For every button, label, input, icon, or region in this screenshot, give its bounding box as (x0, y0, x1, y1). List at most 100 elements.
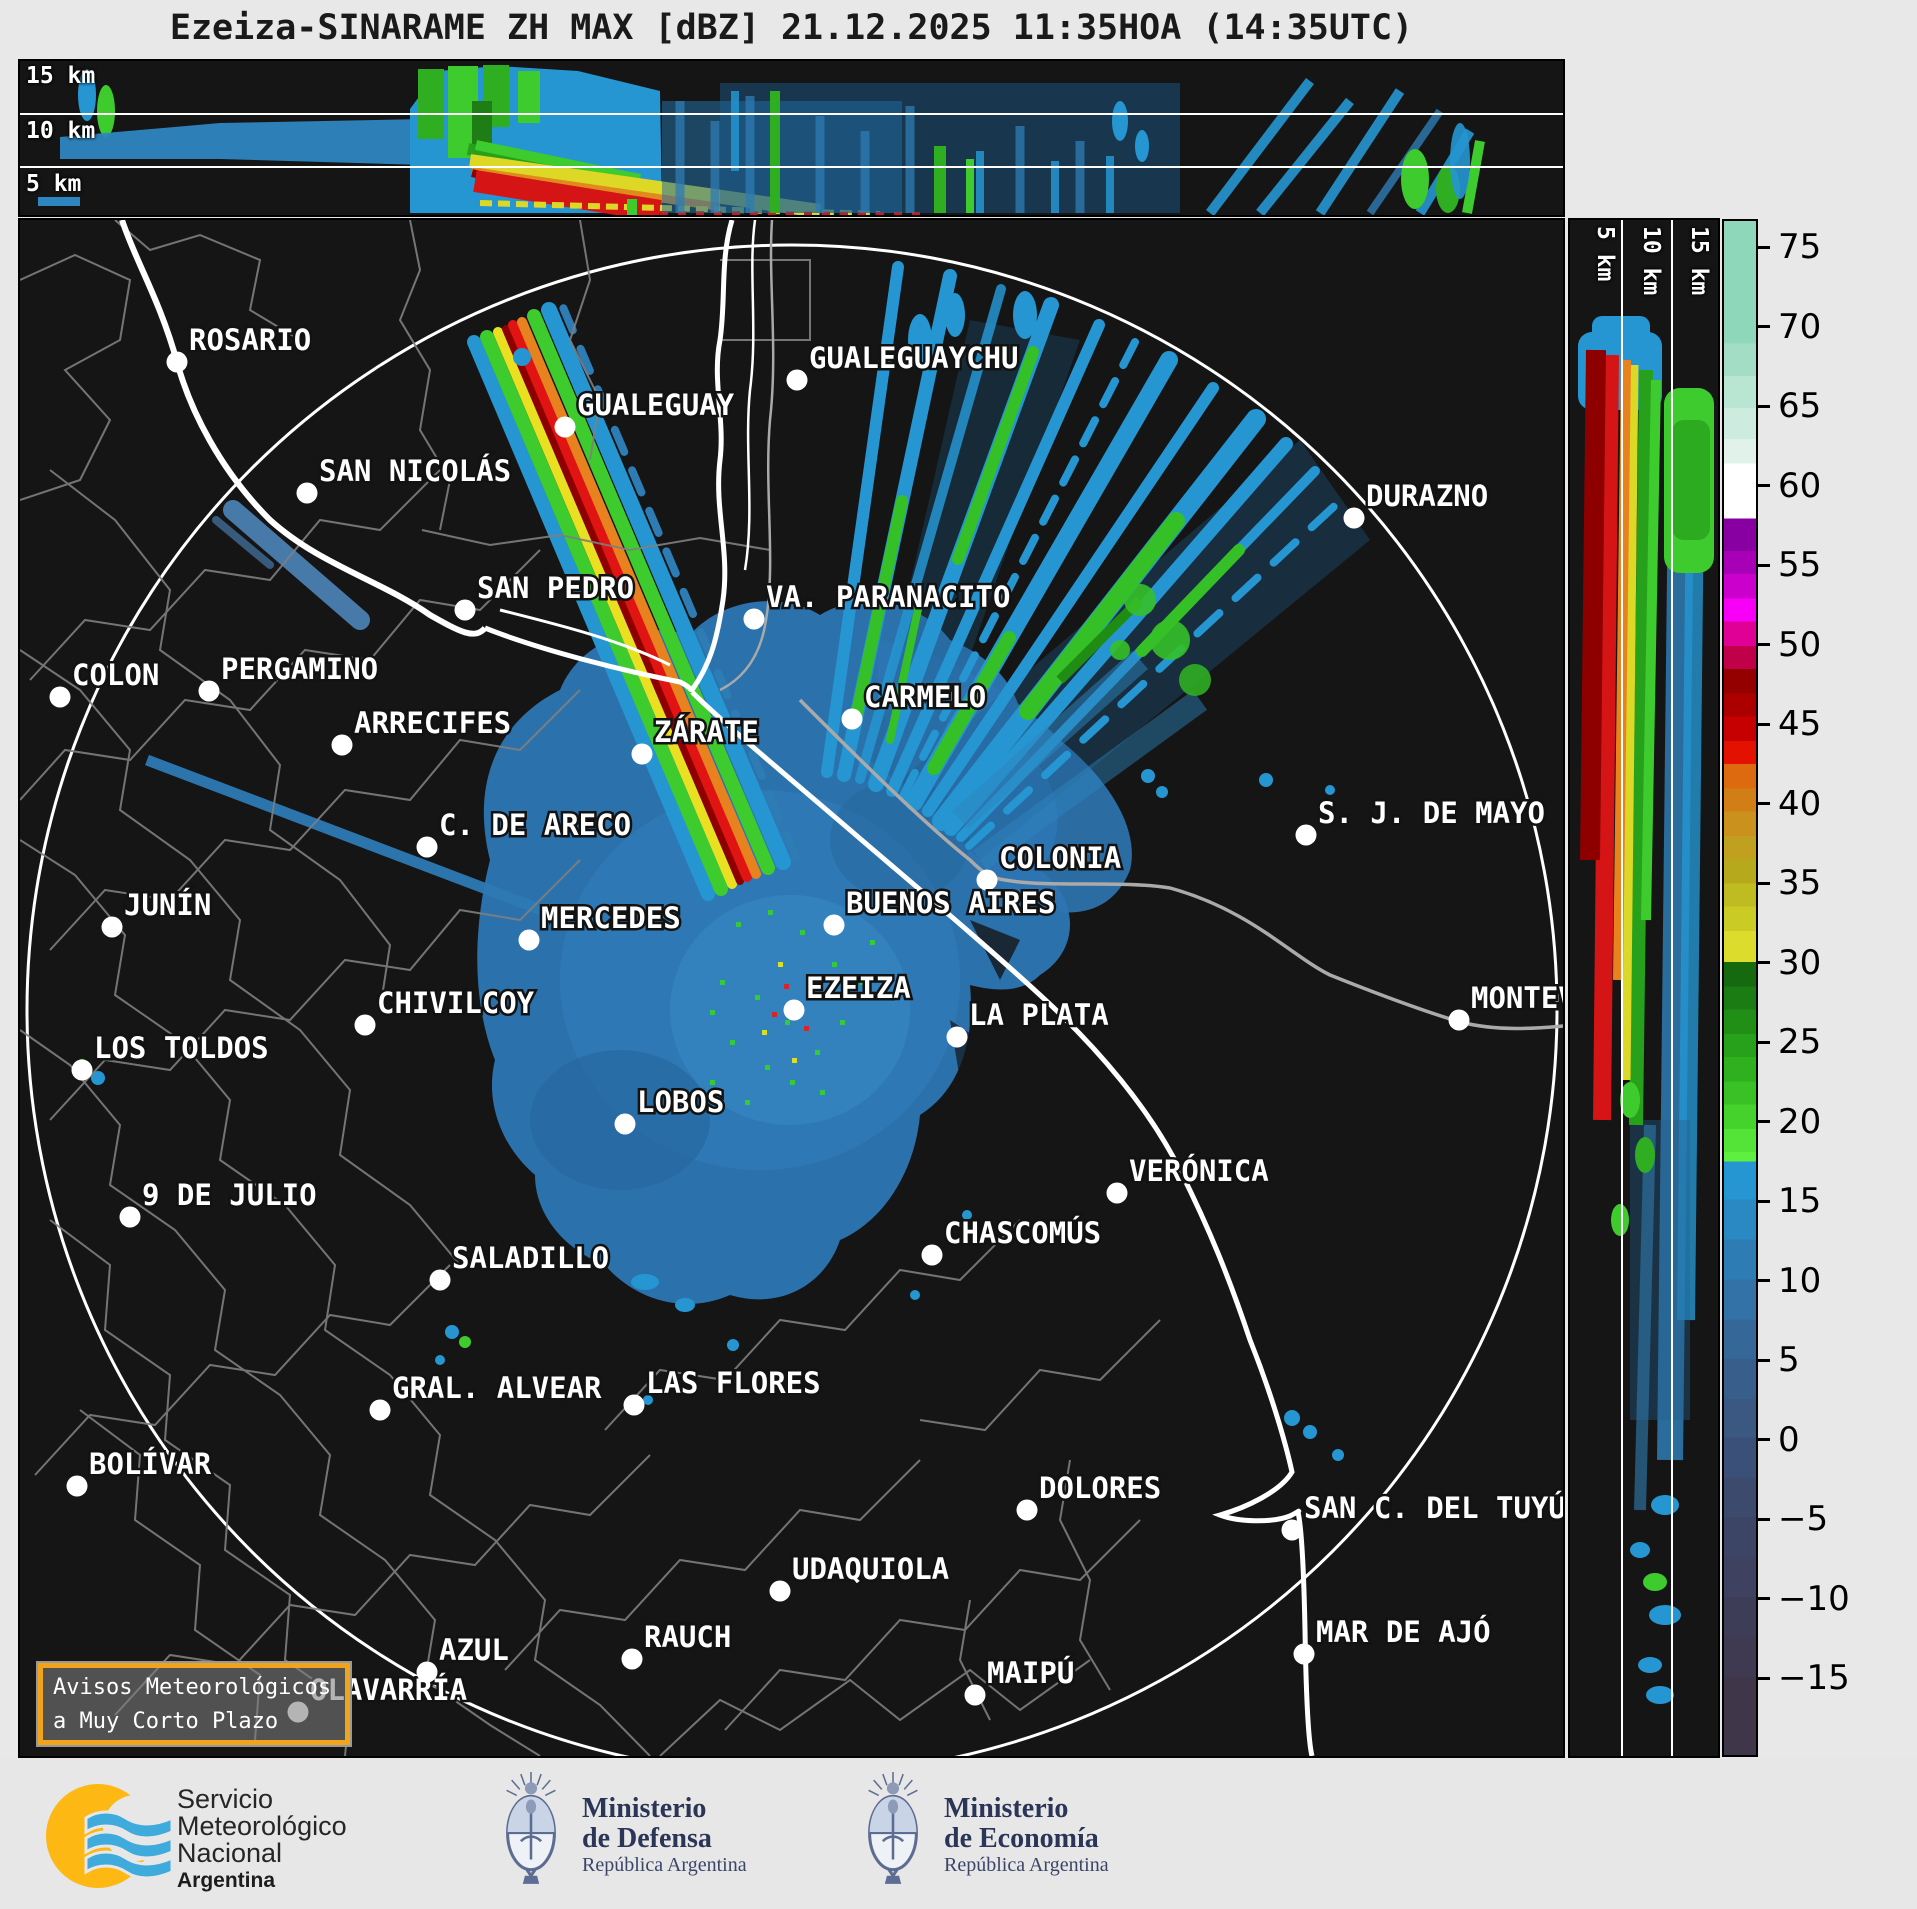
right-cross-section-graphic (1578, 220, 1714, 1756)
colorbar-tick-75: 75 (1758, 227, 1821, 267)
city-label: DOLORES (1039, 1471, 1161, 1505)
tick-label: 20 (1778, 1101, 1822, 1142)
tick-label: 25 (1778, 1022, 1822, 1063)
smn-logo (46, 1784, 174, 1888)
colorbar-tick-30: 30 (1758, 943, 1821, 983)
city-dot (631, 743, 653, 765)
city-dot (369, 1399, 391, 1421)
city-label: MONTEVIDEO (1471, 981, 1563, 1015)
city-label: BUENOS AIRES (846, 886, 1056, 920)
tick-label: 5 (1778, 1340, 1800, 1381)
city-label: CARMELO (864, 680, 986, 714)
radar-range-circle (25, 243, 1559, 1756)
tick-label: 60 (1778, 465, 1822, 506)
economia-subtitle: República Argentina (944, 1854, 1109, 1876)
colorbar-tick-−15: −15 (1758, 1658, 1850, 1698)
tick-label: 45 (1778, 704, 1822, 745)
right-panel-5km-label: 5 km (1592, 226, 1618, 282)
department-boundaries (20, 220, 1161, 1756)
defensa-wordmark: Ministerio de Defensa República Argentin… (582, 1794, 747, 1877)
colorbar-tick-−5: −5 (1758, 1499, 1828, 1539)
tick-mark (1758, 1199, 1770, 1203)
city-dot (946, 1026, 968, 1048)
tick-label: 15 (1778, 1181, 1822, 1222)
city-label: SALADILLO (452, 1241, 609, 1275)
top-cross-section-graphic (20, 65, 1563, 215)
city-layer: ROSARIO GUALEGUAYCHU GUALEGUAY SAN NICOLÁS D… (49, 321, 1563, 1723)
city-label: PERGAMINO (221, 652, 378, 686)
city-label: VA. PARANACITO (766, 580, 1010, 614)
tick-mark (1758, 722, 1770, 726)
city-dot (119, 1206, 141, 1228)
colorbar-tick-55: 55 (1758, 545, 1821, 585)
city-label: C. DE ARECO (439, 808, 631, 842)
alert-box: Avisos Meteorológicos a Muy Corto Plazo (36, 1661, 352, 1747)
defensa-line2: de Defensa (582, 1823, 712, 1854)
scattered-cells (91, 348, 1344, 1461)
tick-mark (1758, 961, 1770, 965)
city-label: BOLÍVAR (89, 1447, 212, 1481)
city-dot (1281, 1519, 1303, 1541)
right-panel-echoes (1578, 316, 1714, 1704)
city-label: MAR DE AJÓ (1316, 1615, 1491, 1649)
city-dot (416, 836, 438, 858)
tick-mark (1758, 802, 1770, 806)
city-dot (198, 680, 220, 702)
city-label: 9 DE JULIO (142, 1178, 317, 1212)
west-echo-ray (145, 754, 570, 926)
footer: Servicio Meteorológico Nacional Argentin… (0, 1758, 1917, 1909)
city-label: JUNÍN (124, 888, 211, 922)
tick-mark (1758, 881, 1770, 885)
city-dot (976, 869, 998, 891)
city-dot (166, 351, 188, 373)
tick-mark (1758, 1358, 1770, 1362)
city-dot (554, 416, 576, 438)
colorbar-tick-60: 60 (1758, 466, 1821, 506)
city-dot (783, 999, 805, 1021)
city-dot (1448, 1009, 1470, 1031)
city-dot (101, 916, 123, 938)
city-dot (296, 482, 318, 504)
tick-mark (1758, 1040, 1770, 1044)
page-title: Ezeiza-SINARAME ZH MAX [dBZ] 21.12.2025 … (169, 8, 1414, 48)
defensa-line1: Ministerio (582, 1793, 707, 1824)
dbz-colorbar (1722, 219, 1758, 1757)
top-panel-15km-label: 15 km (26, 63, 96, 89)
tick-label: 50 (1778, 624, 1822, 665)
tick-label: 30 (1778, 942, 1822, 983)
city-label: CHIVILCOY (377, 986, 535, 1020)
smn-line1: Servicio (177, 1784, 274, 1814)
defensa-coat-of-arms (505, 1770, 557, 1886)
tick-mark (1758, 1438, 1770, 1442)
colorbar-tick-40: 40 (1758, 784, 1821, 824)
city-dot (331, 734, 353, 756)
city-dot (1016, 1499, 1038, 1521)
city-dot (921, 1244, 943, 1266)
city-label: EZEIZA (806, 971, 911, 1005)
city-dot (416, 1661, 438, 1683)
city-label: CHASCOMÚS (944, 1216, 1101, 1250)
city-label: ARRECIFES (354, 706, 511, 740)
defensa-subtitle: República Argentina (582, 1854, 747, 1876)
smn-line2: Meteorológico (177, 1811, 347, 1841)
economia-wordmark: Ministerio de Economía República Argenti… (944, 1794, 1109, 1877)
dbz-colorbar-ticks: 75 70 65 60 55 50 45 40 35 30 25 20 15 10 5 0 −5 −10 −15 (1758, 219, 1908, 1757)
city-dot (1343, 507, 1365, 529)
city-label: SAN PEDRO (477, 571, 634, 605)
tick-mark (1758, 325, 1770, 329)
colorbar-tick-20: 20 (1758, 1102, 1821, 1142)
city-label: GUALEGUAYCHU (809, 341, 1019, 375)
colorbar-tick-−10: −10 (1758, 1579, 1850, 1619)
tick-mark (1758, 484, 1770, 488)
city-label: RAUCH (644, 1620, 731, 1654)
city-label: MAIPÚ (987, 1656, 1074, 1690)
colorbar-tick-50: 50 (1758, 625, 1821, 665)
colorbar-tick-45: 45 (1758, 704, 1821, 744)
tick-label: 75 (1778, 227, 1822, 267)
tick-label: 10 (1778, 1260, 1822, 1301)
colorbar-tick-5: 5 (1758, 1340, 1800, 1380)
tick-label: 70 (1778, 306, 1822, 347)
top-panel-echoes (38, 65, 1485, 215)
city-dot (769, 1580, 791, 1602)
city-label: SAN NICOLÁS (319, 454, 511, 488)
